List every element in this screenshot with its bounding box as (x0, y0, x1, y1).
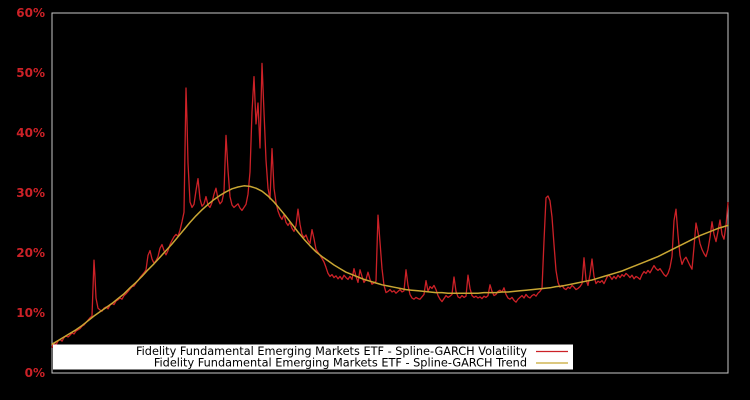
trend-line (51, 185, 729, 345)
volatility-line (51, 62, 729, 348)
ytick-30: 30% (16, 186, 45, 200)
ytick-40: 40% (16, 126, 45, 140)
legend-label-trend: Fidelity Fundamental Emerging Markets ET… (154, 357, 527, 370)
ytick-50: 50% (16, 66, 45, 80)
legend-box (53, 344, 573, 370)
ytick-0: 0% (25, 366, 45, 380)
ytick-20: 20% (16, 246, 45, 260)
plot-border (51, 12, 729, 374)
legend-label-volatility: Fidelity Fundamental Emerging Markets ET… (136, 345, 527, 358)
y-axis-labels: 0% 10% 20% 30% 40% 50% 60% (16, 6, 45, 380)
ytick-60: 60% (16, 6, 45, 20)
ytick-10: 10% (16, 306, 45, 320)
legend: Fidelity Fundamental Emerging Markets ET… (53, 344, 573, 370)
